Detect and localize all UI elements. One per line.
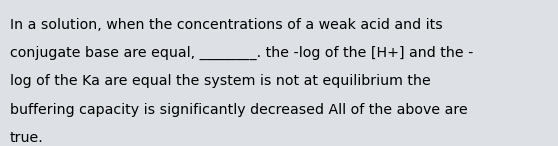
Text: buffering capacity is significantly decreased All of the above are: buffering capacity is significantly decr… <box>10 103 468 117</box>
Text: log of the Ka are equal the system is not at equilibrium the: log of the Ka are equal the system is no… <box>10 74 431 88</box>
Text: In a solution, when the concentrations of a weak acid and its: In a solution, when the concentrations o… <box>10 18 443 32</box>
Text: conjugate base are equal, ________. the -log of the [H+] and the -: conjugate base are equal, ________. the … <box>10 46 473 60</box>
Text: true.: true. <box>10 131 44 145</box>
